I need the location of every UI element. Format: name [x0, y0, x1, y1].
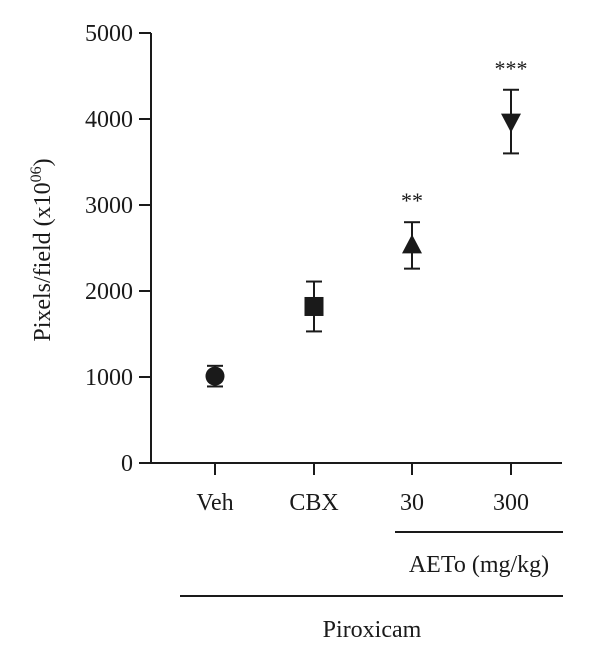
dose-group-label: AETo (mg/kg)	[409, 552, 549, 578]
data-point-circle	[205, 366, 225, 386]
significance-marker: **	[401, 188, 423, 213]
y-tick-label: 5000	[85, 21, 133, 47]
treatment-group-label: Piroxicam	[323, 617, 422, 643]
data-point-triangle-up	[402, 234, 422, 254]
x-tick-label: 30	[400, 490, 424, 516]
data-point-square	[304, 296, 324, 316]
labels: 0 1000 2000 3000 4000 5000 Pixels/field (x1006…	[28, 21, 549, 643]
data-point-triangle-down	[501, 113, 521, 133]
significance-marker: ***	[495, 56, 528, 81]
x-tick-label: CBX	[289, 490, 338, 516]
x-tick-label: 300	[493, 490, 529, 516]
y-tick-label: 0	[121, 451, 133, 477]
y-axis-label: Pixels/field (x1006)	[28, 158, 56, 341]
axes	[139, 32, 563, 597]
x-tick-label: Veh	[196, 490, 233, 516]
y-tick-label: 1000	[85, 365, 133, 391]
y-tick-label: 2000	[85, 279, 133, 305]
y-tick-label: 4000	[85, 107, 133, 133]
y-tick-label: 3000	[85, 193, 133, 219]
data-marks	[205, 88, 521, 388]
